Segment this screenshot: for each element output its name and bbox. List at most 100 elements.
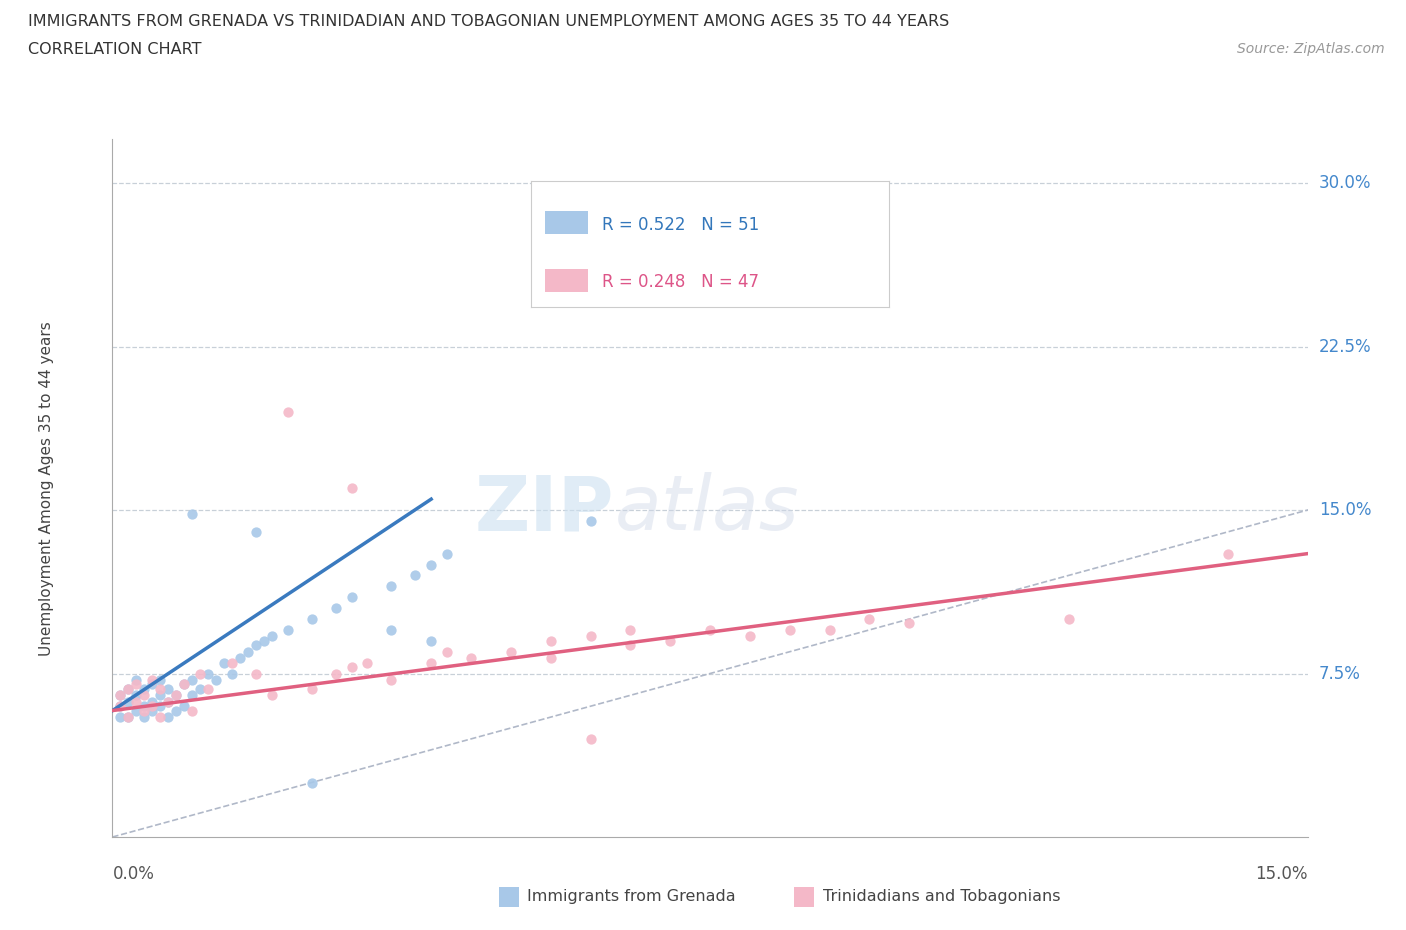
Point: [420, 557, 443, 572]
Point: [245, 666, 267, 681]
Point: [165, 688, 187, 703]
Point: [436, 644, 458, 659]
Point: [125, 695, 148, 710]
Point: [125, 677, 148, 692]
Point: [134, 682, 156, 697]
Text: 7.5%: 7.5%: [1319, 665, 1361, 683]
Point: [141, 703, 163, 718]
Point: [134, 710, 156, 724]
Point: [301, 612, 323, 627]
Text: R = 0.248   N = 47: R = 0.248 N = 47: [603, 272, 759, 291]
Point: [380, 622, 402, 637]
Point: [110, 688, 132, 703]
Point: [188, 666, 211, 681]
Point: [141, 695, 163, 710]
Point: [229, 651, 252, 666]
Point: [149, 698, 172, 713]
Point: [197, 666, 219, 681]
Point: [436, 546, 458, 561]
Text: R = 0.522   N = 51: R = 0.522 N = 51: [603, 217, 759, 234]
Point: [134, 688, 156, 703]
Point: [738, 629, 761, 644]
Point: [125, 672, 148, 687]
Point: [221, 666, 243, 681]
Point: [188, 682, 211, 697]
Point: [165, 688, 187, 703]
Point: [157, 695, 180, 710]
Point: [117, 682, 139, 697]
Point: [253, 633, 276, 648]
Point: [181, 688, 204, 703]
Text: 15.0%: 15.0%: [1256, 865, 1308, 883]
Point: [340, 590, 363, 604]
Text: 22.5%: 22.5%: [1319, 338, 1371, 355]
Point: [173, 677, 195, 692]
Point: [212, 655, 235, 670]
Point: [110, 698, 132, 713]
Point: [125, 703, 148, 718]
Point: [325, 601, 347, 616]
Point: [110, 688, 132, 703]
Text: 30.0%: 30.0%: [1319, 174, 1371, 193]
Bar: [546, 270, 588, 292]
Point: [157, 695, 180, 710]
Point: [325, 666, 347, 681]
Text: Trinidadians and Tobagonians: Trinidadians and Tobagonians: [823, 889, 1060, 905]
Point: [173, 698, 195, 713]
Point: [173, 677, 195, 692]
Text: Unemployment Among Ages 35 to 44 years: Unemployment Among Ages 35 to 44 years: [39, 321, 55, 656]
Text: atlas: atlas: [614, 472, 799, 546]
Point: [1216, 546, 1239, 561]
Point: [356, 655, 378, 670]
Point: [301, 682, 323, 697]
Point: [260, 688, 283, 703]
Point: [340, 481, 363, 496]
Bar: [546, 211, 588, 234]
Point: [110, 698, 132, 713]
Point: [117, 682, 139, 697]
Point: [540, 633, 562, 648]
Point: [277, 405, 299, 419]
Point: [420, 633, 443, 648]
Point: [245, 525, 267, 539]
Text: 0.0%: 0.0%: [112, 865, 155, 883]
Point: [117, 695, 139, 710]
Point: [205, 672, 228, 687]
Point: [181, 507, 204, 522]
Point: [579, 513, 602, 528]
Point: [149, 672, 172, 687]
Point: [779, 622, 801, 637]
Point: [236, 644, 259, 659]
Point: [157, 710, 180, 724]
Point: [141, 677, 163, 692]
Point: [380, 672, 402, 687]
Point: [125, 688, 148, 703]
Point: [858, 612, 880, 627]
Point: [579, 629, 602, 644]
Text: Immigrants from Grenada: Immigrants from Grenada: [527, 889, 735, 905]
Point: [245, 638, 267, 653]
Point: [460, 651, 482, 666]
Point: [619, 622, 641, 637]
Text: IMMIGRANTS FROM GRENADA VS TRINIDADIAN AND TOBAGONIAN UNEMPLOYMENT AMONG AGES 35: IMMIGRANTS FROM GRENADA VS TRINIDADIAN A…: [28, 14, 949, 29]
Point: [898, 616, 921, 631]
Point: [110, 710, 132, 724]
Point: [141, 672, 163, 687]
Point: [579, 732, 602, 747]
Point: [149, 688, 172, 703]
Point: [340, 659, 363, 674]
Text: Source: ZipAtlas.com: Source: ZipAtlas.com: [1237, 42, 1385, 56]
Point: [117, 710, 139, 724]
Point: [699, 622, 721, 637]
Point: [619, 638, 641, 653]
Point: [659, 633, 682, 648]
Point: [818, 622, 841, 637]
Point: [181, 672, 204, 687]
Text: 15.0%: 15.0%: [1319, 501, 1371, 519]
Point: [197, 682, 219, 697]
Point: [181, 703, 204, 718]
Point: [165, 703, 187, 718]
Point: [277, 622, 299, 637]
Point: [157, 682, 180, 697]
Point: [499, 644, 522, 659]
